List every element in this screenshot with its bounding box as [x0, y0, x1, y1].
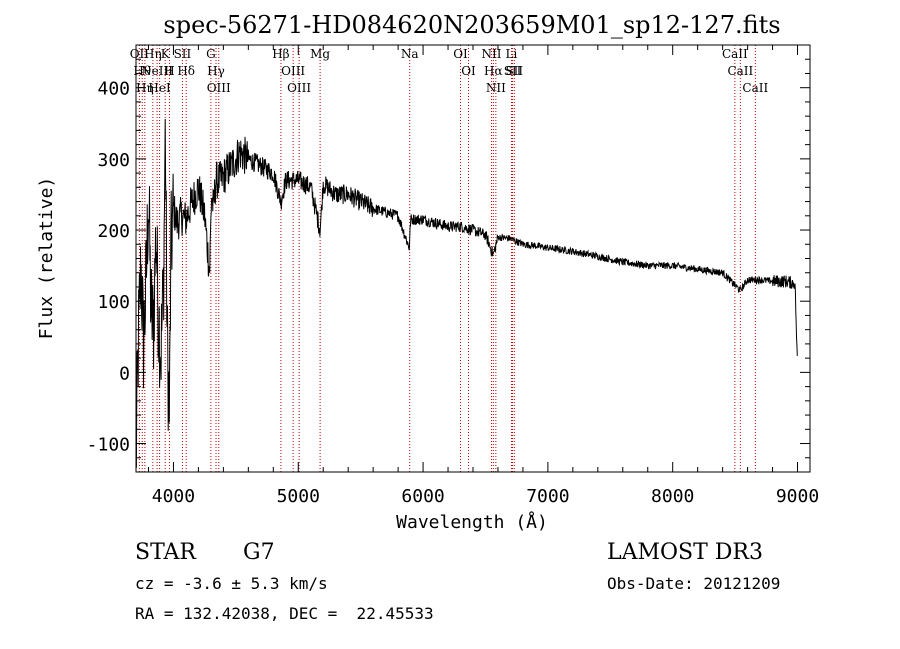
- line-marker-label-1: Hθ: [133, 64, 151, 78]
- line-marker-label-5: HeI: [148, 81, 171, 95]
- coordinates-text: RA = 132.42038, DEC = 22.45533: [135, 604, 434, 623]
- y-tick-label-3: 200: [97, 221, 130, 242]
- line-marker-label-3: Hη: [144, 47, 162, 61]
- line-marker-label-23: Li: [506, 47, 518, 61]
- line-marker-label-14: OIII: [281, 64, 305, 78]
- line-marker-label-18: OI: [453, 47, 468, 61]
- line-marker-label-21: Hα: [484, 64, 503, 78]
- line-marker-label-8: SII: [174, 47, 192, 61]
- line-marker-label-15: OIII: [287, 81, 311, 95]
- y-axis-label: Flux (relative): [36, 177, 57, 340]
- line-marker-label-26: CaII: [722, 47, 748, 61]
- x-tick-label-5: 9000: [776, 486, 819, 507]
- class-label: STAR: [135, 540, 196, 565]
- line-marker-label-13: Hβ: [272, 47, 289, 61]
- survey-label: LAMOST DR3: [607, 540, 763, 565]
- chart-title: spec-56271-HD084620N203659M01_sp12-127.f…: [163, 11, 780, 39]
- plot-frame: [135, 44, 811, 473]
- line-marker-label-24: SII: [504, 64, 522, 78]
- x-tick-label-4: 8000: [651, 486, 694, 507]
- line-marker-label-10: G: [206, 47, 216, 61]
- y-tick-label-5: 400: [97, 79, 130, 100]
- line-marker-label-25: SII: [505, 64, 523, 78]
- y-tick-label-0: -100: [87, 435, 130, 456]
- line-marker-label-7: H: [164, 64, 174, 78]
- x-tick-label-1: 5000: [277, 486, 320, 507]
- line-marker-label-22: NII: [486, 81, 506, 95]
- line-marker-label-17: Na: [401, 47, 419, 61]
- line-marker-label-4: NeIII: [141, 64, 173, 78]
- x-axis: 4000 5000 6000 7000 8000 9000: [147, 45, 819, 507]
- line-marker-label-28: CaII: [742, 81, 768, 95]
- y-axis: -100 0 100 200 300 400: [87, 44, 810, 473]
- line-marker-labels: OIIHθHηHηNeIIIHeIKHSIIHδGHγOIIIHβOIIIOII…: [130, 47, 769, 95]
- line-marker-label-9: Hδ: [177, 64, 195, 78]
- line-marker-label-27: CaII: [727, 64, 753, 78]
- line-marker-label-6: K: [161, 47, 171, 61]
- x-axis-label: Wavelength (Å): [396, 511, 548, 533]
- y-tick-label-1: 0: [119, 363, 130, 384]
- redshift-text: cz = -3.6 ± 5.3 km/s: [135, 574, 328, 593]
- line-marker-label-11: Hγ: [207, 64, 225, 78]
- y-tick-label-2: 100: [97, 292, 130, 313]
- line-marker-label-19: OI: [461, 64, 476, 78]
- line-marker-label-0: OII: [130, 47, 150, 61]
- spectrum-line: [135, 118, 798, 468]
- line-marker-label-16: Mg: [310, 47, 330, 61]
- x-tick-label-2: 6000: [401, 486, 444, 507]
- obs-date-text: Obs-Date: 20121209: [607, 574, 781, 593]
- x-tick-label-3: 7000: [526, 486, 569, 507]
- x-tick-label-0: 4000: [152, 486, 195, 507]
- line-markers: [138, 45, 756, 472]
- line-marker-label-20: NII: [481, 47, 501, 61]
- y-tick-label-4: 300: [97, 150, 130, 171]
- line-marker-label-12: OIII: [207, 81, 231, 95]
- subclass-label: G7: [243, 540, 275, 565]
